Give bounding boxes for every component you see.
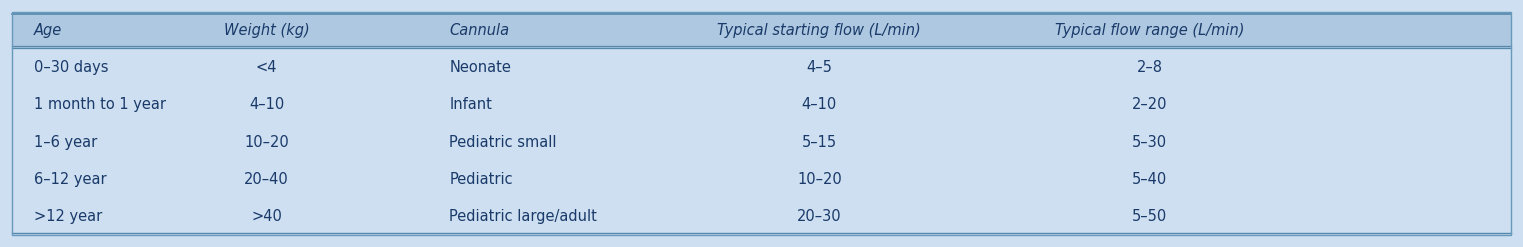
Text: 5–30: 5–30: [1132, 135, 1168, 149]
Text: 5–50: 5–50: [1132, 209, 1168, 224]
Bar: [12, 198, 1511, 235]
Text: 10–20: 10–20: [244, 135, 289, 149]
Text: 6–12 year: 6–12 year: [34, 172, 107, 186]
Text: Weight (kg): Weight (kg): [224, 23, 309, 38]
Text: >12 year: >12 year: [34, 209, 102, 224]
Bar: [12, 12, 1511, 235]
Text: 10–20: 10–20: [797, 172, 842, 186]
Text: Typical starting flow (L/min): Typical starting flow (L/min): [717, 23, 921, 38]
Text: 5–15: 5–15: [801, 135, 838, 149]
Bar: [12, 12, 1511, 49]
Text: Pediatric large/adult: Pediatric large/adult: [449, 209, 597, 224]
Text: <4: <4: [256, 61, 277, 75]
Text: Typical flow range (L/min): Typical flow range (L/min): [1055, 23, 1244, 38]
Text: Pediatric small: Pediatric small: [449, 135, 557, 149]
Text: 2–8: 2–8: [1136, 61, 1164, 75]
Text: 20–40: 20–40: [244, 172, 289, 186]
Text: 1 month to 1 year: 1 month to 1 year: [34, 98, 166, 112]
Text: 1–6 year: 1–6 year: [34, 135, 97, 149]
Bar: [12, 86, 1511, 124]
Text: 5–40: 5–40: [1132, 172, 1168, 186]
Text: Neonate: Neonate: [449, 61, 512, 75]
Text: 4–10: 4–10: [248, 98, 285, 112]
Text: Pediatric: Pediatric: [449, 172, 513, 186]
Text: 20–30: 20–30: [797, 209, 842, 224]
Text: >40: >40: [251, 209, 282, 224]
Text: 2–20: 2–20: [1132, 98, 1168, 112]
Text: Infant: Infant: [449, 98, 492, 112]
Bar: [12, 124, 1511, 161]
Text: 4–10: 4–10: [801, 98, 838, 112]
Bar: [12, 49, 1511, 86]
Text: Age: Age: [34, 23, 62, 38]
Text: Cannula: Cannula: [449, 23, 509, 38]
Bar: [12, 161, 1511, 198]
Text: 0–30 days: 0–30 days: [34, 61, 108, 75]
Text: 4–5: 4–5: [807, 61, 832, 75]
